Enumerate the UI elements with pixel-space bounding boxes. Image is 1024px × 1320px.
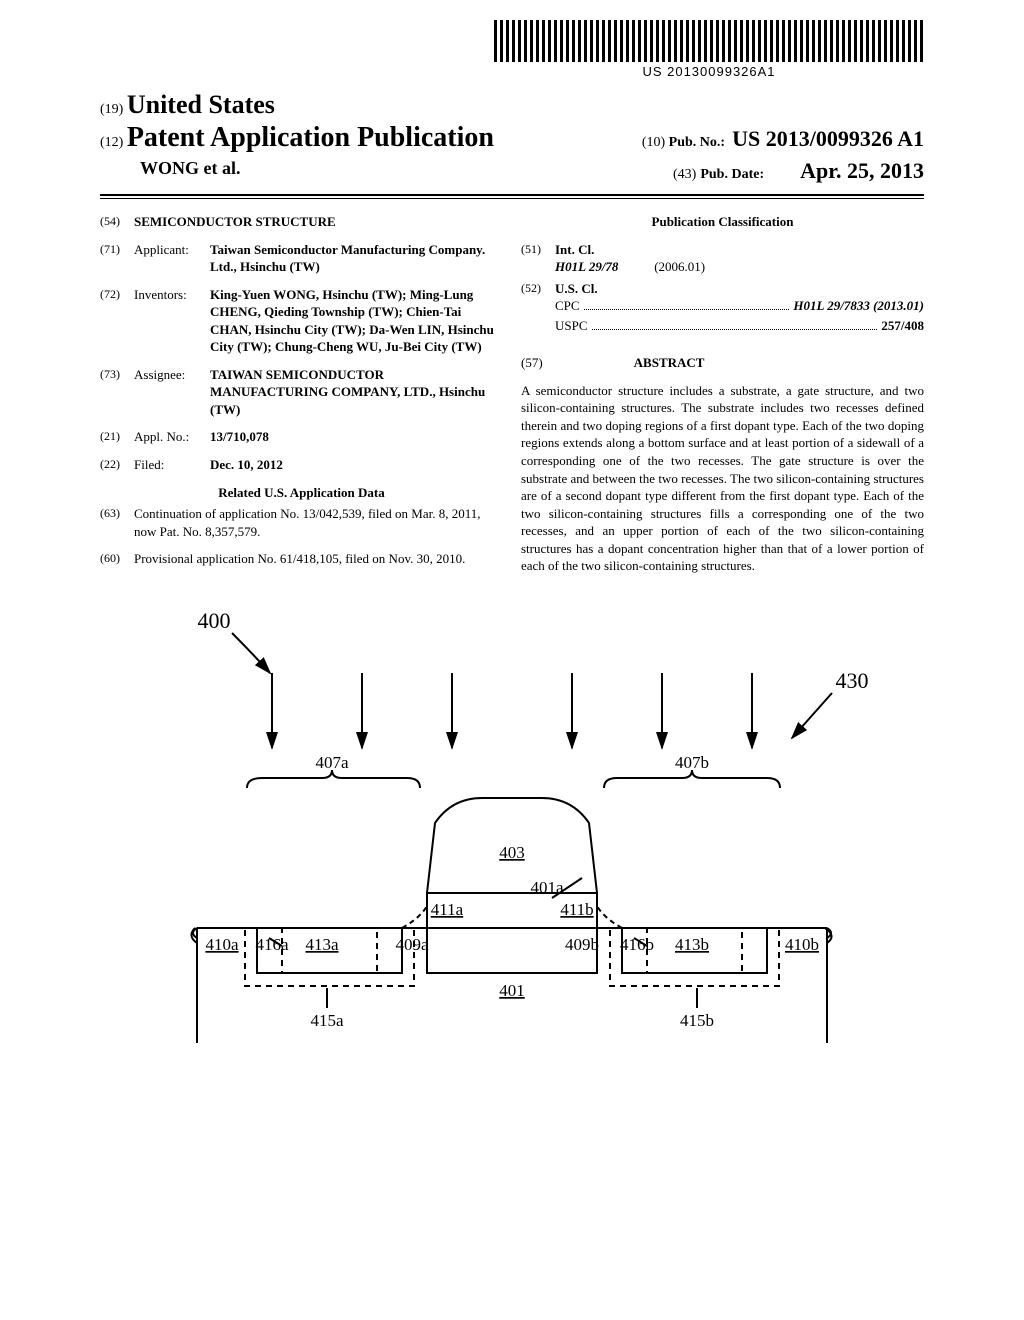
fig-label-407a: 407a (315, 753, 349, 772)
divider-heavy (100, 194, 924, 196)
intcl-label: Int. Cl. (555, 242, 594, 257)
fig-ref-430: 430 (836, 668, 869, 693)
fig-label-407b: 407b (675, 753, 709, 772)
patent-figure: 400 430 407a 407b 403 411a 411b 401a 401… (100, 598, 924, 1073)
fig-label-411b: 411b (560, 900, 593, 919)
inventors-code: (72) (100, 286, 134, 356)
pub-date-label: Pub. Date: (700, 167, 764, 182)
inventors-label: Inventors: (134, 286, 210, 356)
assignee-label: Assignee: (134, 366, 210, 419)
fig-label-410b: 410b (785, 935, 819, 954)
publication-type: Patent Application Publication (127, 122, 494, 153)
appl-label: Appl. No.: (134, 428, 210, 446)
publication-number: US 2013/0099326 A1 (732, 126, 924, 151)
uspc-prefix: USPC (555, 317, 588, 335)
classification-title: Publication Classification (521, 213, 924, 231)
provisional-code: (60) (100, 550, 134, 568)
fig-label-410a: 410a (205, 935, 239, 954)
title-code: (54) (100, 213, 134, 231)
cpc-value: H01L 29/7833 (2013.01) (793, 298, 924, 313)
intcl-code: (51) (521, 241, 555, 259)
uspc-value: 257/408 (881, 317, 924, 335)
pub-no-code: (10) (642, 135, 665, 150)
invention-title: SEMICONDUCTOR STRUCTURE (134, 213, 336, 231)
assignee-value: TAIWAN SEMICONDUCTOR MANUFACTURING COMPA… (210, 367, 485, 417)
author-names: WONG et al. (100, 158, 241, 184)
filed-code: (22) (100, 456, 134, 474)
fig-label-403: 403 (499, 843, 525, 862)
applicant-value: Taiwan Semiconductor Manufacturing Compa… (210, 242, 485, 275)
fig-label-413b: 413b (675, 935, 709, 954)
country-name: United States (127, 90, 275, 119)
right-column: Publication Classification (51) Int. Cl.… (521, 213, 924, 578)
filed-label: Filed: (134, 456, 210, 474)
fig-label-416a: 416a (255, 935, 289, 954)
barcode (494, 20, 924, 62)
continuation-text: Continuation of application No. 13/042,5… (134, 505, 503, 540)
fig-label-413a: 413a (305, 935, 339, 954)
abstract-code: (57) (521, 355, 543, 370)
fig-label-411a: 411a (431, 900, 464, 919)
applicant-code: (71) (100, 241, 134, 276)
divider-light (100, 198, 924, 199)
related-apps-title: Related U.S. Application Data (100, 484, 503, 502)
fig-label-415b: 415b (680, 1011, 714, 1030)
uscl-label: U.S. Cl. (555, 281, 598, 296)
document-header: (19) United States (12) Patent Applicati… (100, 90, 924, 199)
intcl-date: (2006.01) (654, 259, 705, 274)
fig-ref-400: 400 (198, 608, 231, 633)
provisional-text: Provisional application No. 61/418,105, … (134, 550, 503, 568)
inventors-value: King-Yuen WONG, Hsinchu (TW); Ming-Lung … (210, 287, 494, 355)
country-code: (19) (100, 102, 123, 117)
assignee-code: (73) (100, 366, 134, 419)
appl-number: 13/710,078 (210, 429, 269, 444)
intcl-class: H01L 29/78 (555, 259, 618, 274)
filed-date: Dec. 10, 2012 (210, 457, 283, 472)
cpc-prefix: CPC (555, 297, 580, 315)
applicant-label: Applicant: (134, 241, 210, 276)
continuation-code: (63) (100, 505, 134, 540)
pub-date-code: (43) (673, 167, 696, 182)
pub-code: (12) (100, 135, 123, 150)
appl-code: (21) (100, 428, 134, 446)
abstract-label: ABSTRACT (634, 355, 705, 370)
fig-label-401a: 401a (530, 878, 564, 897)
pub-no-label: Pub. No.: (669, 135, 725, 150)
left-column: (54) SEMICONDUCTOR STRUCTURE (71) Applic… (100, 213, 503, 578)
barcode-text: US 20130099326A1 (494, 64, 924, 79)
dot-leader (592, 318, 878, 330)
publication-date: Apr. 25, 2013 (800, 158, 924, 183)
barcode-region: US 20130099326A1 (494, 20, 924, 79)
fig-label-415a: 415a (310, 1011, 344, 1030)
fig-label-401: 401 (499, 981, 525, 1000)
figure-svg: 400 430 407a 407b 403 411a 411b 401a 401… (152, 598, 872, 1068)
uscl-code: (52) (521, 280, 555, 298)
fig-label-409a: 409a (395, 935, 429, 954)
body-columns: (54) SEMICONDUCTOR STRUCTURE (71) Applic… (100, 213, 924, 578)
fig-label-409b: 409b (565, 935, 599, 954)
abstract-text: A semiconductor structure includes a sub… (521, 382, 924, 575)
dot-leader (584, 299, 790, 311)
fig-label-416b: 416b (620, 935, 654, 954)
